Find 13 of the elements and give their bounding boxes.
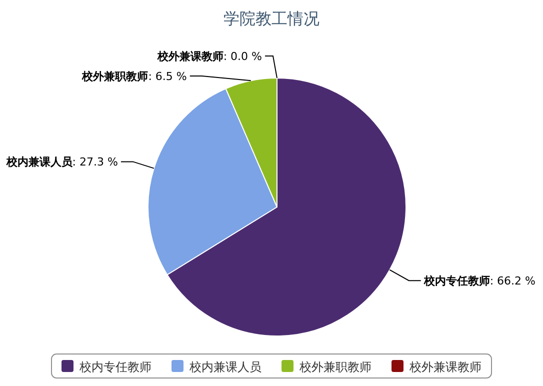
- legend-label: 校内兼课人员: [188, 360, 262, 374]
- slice-label: 校外兼职教师: [81, 70, 148, 83]
- category-label: 校外兼课教师: [157, 50, 224, 63]
- legend-label: 校内专任教师: [78, 360, 152, 374]
- slice-label: 校内专任教师: [422, 274, 490, 288]
- slice-label: 校内兼课人员: [5, 156, 74, 169]
- text: : 0.0 %: [223, 50, 262, 63]
- legend-label: 校外兼职教师: [298, 360, 372, 374]
- data-label: : 6.5 %: [148, 70, 187, 83]
- data-label: : 27.3 %: [72, 156, 118, 169]
- legend-label: 校外兼课教师: [408, 360, 482, 374]
- data-label: : 66.2 %: [490, 274, 536, 288]
- chart-title: 学院教工情况: [224, 9, 320, 28]
